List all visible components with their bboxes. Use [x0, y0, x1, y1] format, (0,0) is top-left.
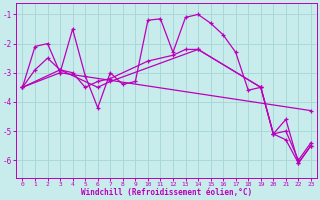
X-axis label: Windchill (Refroidissement éolien,°C): Windchill (Refroidissement éolien,°C)	[81, 188, 252, 197]
